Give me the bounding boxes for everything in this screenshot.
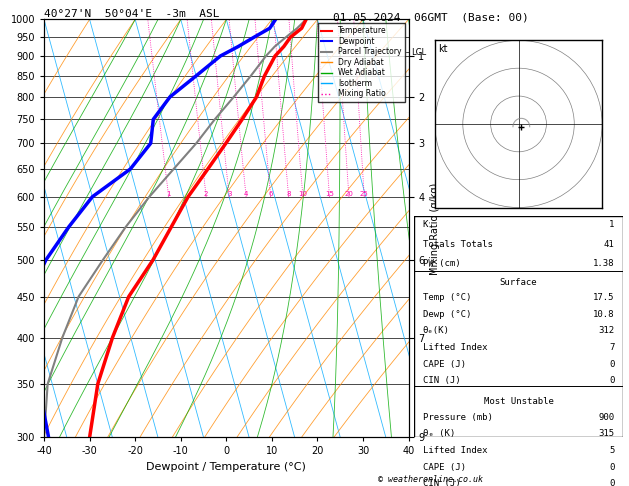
Text: 0: 0 <box>609 376 615 385</box>
Text: 10: 10 <box>298 191 308 197</box>
Text: 8: 8 <box>286 191 291 197</box>
Text: LCL: LCL <box>411 48 426 57</box>
Text: Totals Totals: Totals Totals <box>423 240 493 249</box>
Text: 1: 1 <box>609 220 615 229</box>
Text: 41: 41 <box>604 240 615 249</box>
Text: CIN (J): CIN (J) <box>423 376 460 385</box>
Text: Lifted Index: Lifted Index <box>423 343 487 352</box>
Text: CAPE (J): CAPE (J) <box>423 463 465 471</box>
X-axis label: Dewpoint / Temperature (°C): Dewpoint / Temperature (°C) <box>147 462 306 472</box>
Text: 20: 20 <box>345 191 353 197</box>
Text: K: K <box>423 220 428 229</box>
Text: 1.38: 1.38 <box>593 260 615 268</box>
Text: 0: 0 <box>609 360 615 368</box>
Text: Dewp (°C): Dewp (°C) <box>423 310 471 319</box>
Text: PW (cm): PW (cm) <box>423 260 460 268</box>
Text: Most Unstable: Most Unstable <box>484 397 554 406</box>
Text: 15: 15 <box>325 191 334 197</box>
Text: 315: 315 <box>598 430 615 438</box>
Legend: Temperature, Dewpoint, Parcel Trajectory, Dry Adiabat, Wet Adiabat, Isotherm, Mi: Temperature, Dewpoint, Parcel Trajectory… <box>318 23 405 102</box>
Text: 0: 0 <box>609 479 615 486</box>
Text: Pressure (mb): Pressure (mb) <box>423 413 493 422</box>
Y-axis label: Mixing Ratio (g/kg): Mixing Ratio (g/kg) <box>430 182 440 275</box>
Text: 10.8: 10.8 <box>593 310 615 319</box>
Text: 25: 25 <box>360 191 369 197</box>
Text: 4: 4 <box>244 191 248 197</box>
Text: Temp (°C): Temp (°C) <box>423 293 471 302</box>
Text: 312: 312 <box>598 327 615 335</box>
Text: © weatheronline.co.uk: © weatheronline.co.uk <box>379 474 483 484</box>
Text: θₑ(K): θₑ(K) <box>423 327 450 335</box>
Text: 17.5: 17.5 <box>593 293 615 302</box>
Text: CIN (J): CIN (J) <box>423 479 460 486</box>
Text: 6: 6 <box>269 191 273 197</box>
Text: 900: 900 <box>598 413 615 422</box>
Text: 3: 3 <box>227 191 231 197</box>
Text: 40°27'N  50°04'E  -3m  ASL: 40°27'N 50°04'E -3m ASL <box>44 9 220 18</box>
Text: 5: 5 <box>609 446 615 455</box>
Text: 7: 7 <box>609 343 615 352</box>
Text: 0: 0 <box>609 463 615 471</box>
Text: Surface: Surface <box>499 278 537 287</box>
Text: CAPE (J): CAPE (J) <box>423 360 465 368</box>
Text: 2: 2 <box>204 191 208 197</box>
Text: 01.05.2024  06GMT  (Base: 00): 01.05.2024 06GMT (Base: 00) <box>333 12 529 22</box>
Text: θₑ (K): θₑ (K) <box>423 430 455 438</box>
Text: kt: kt <box>438 44 448 53</box>
Text: 1: 1 <box>167 191 171 197</box>
Text: Lifted Index: Lifted Index <box>423 446 487 455</box>
